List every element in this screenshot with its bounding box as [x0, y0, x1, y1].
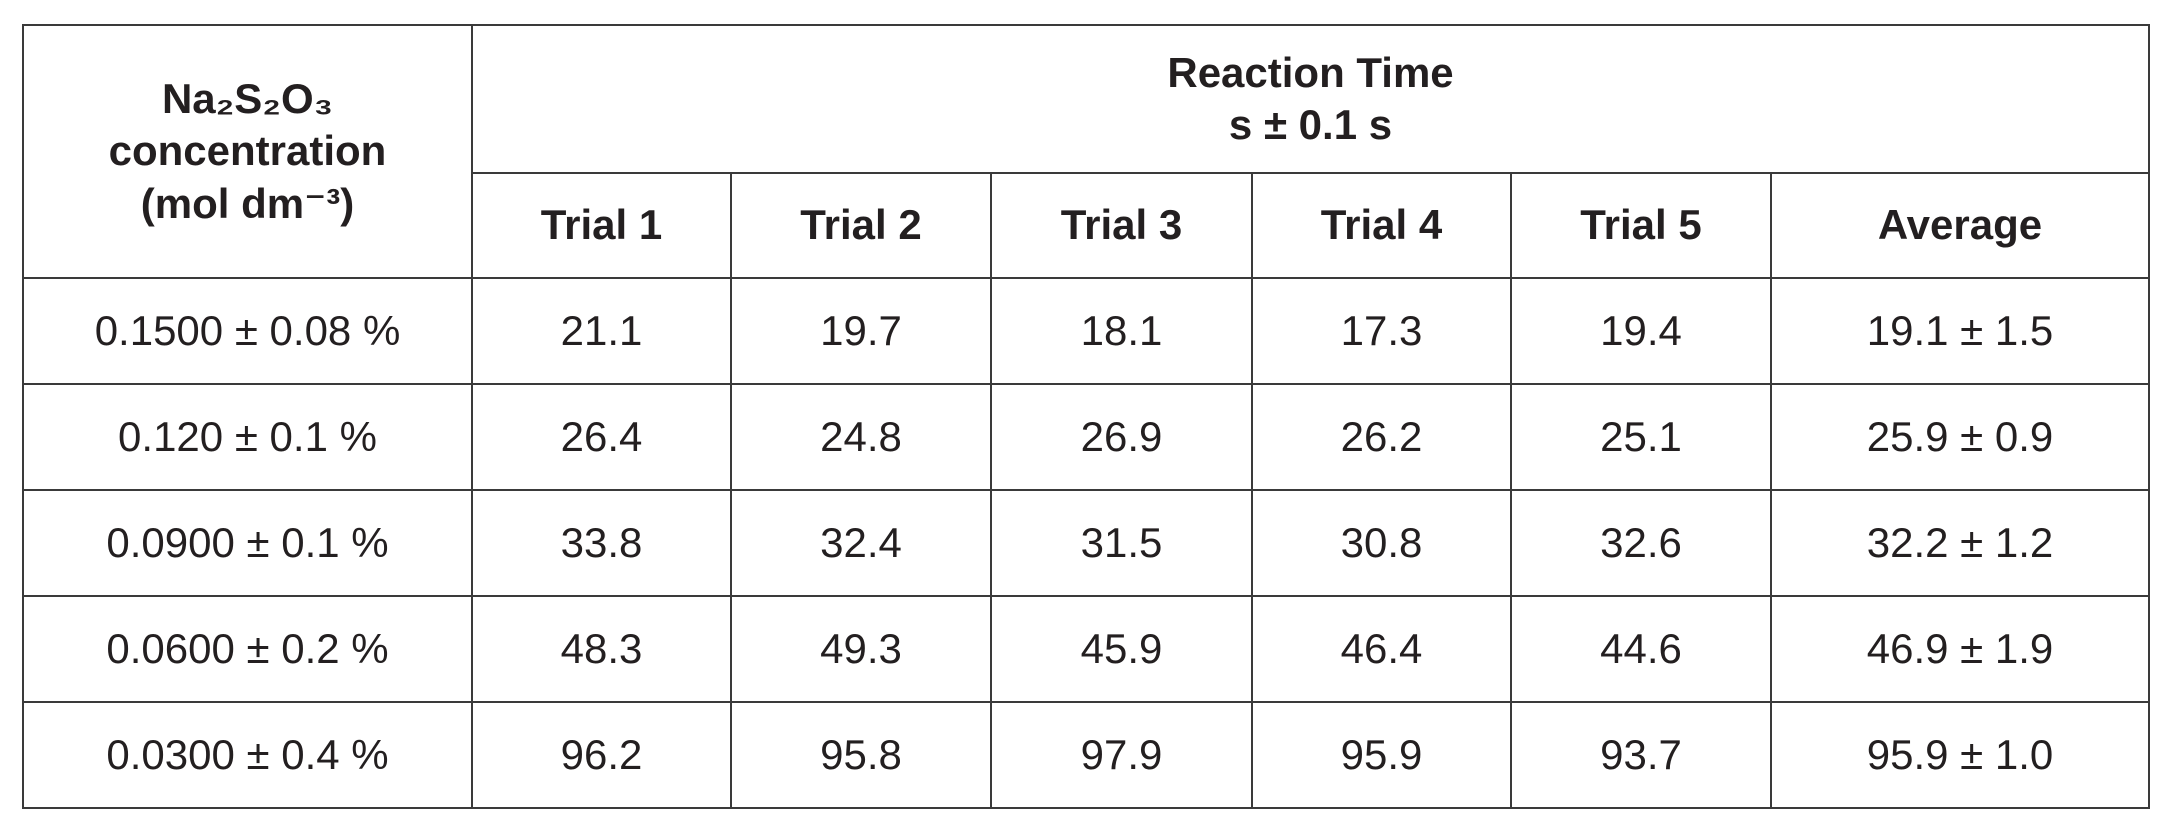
column-header-row: Trial 1 Trial 2 Trial 3 Trial 4 Trial 5 Avera…	[23, 172, 2151, 279]
table-cell: 26.4	[471, 383, 732, 491]
column-header: Trial 3	[990, 172, 1253, 279]
table-cell: 32.4	[730, 489, 992, 597]
table-cell: 49.3	[730, 595, 992, 703]
header-line: (mol dm⁻³)	[140, 179, 355, 227]
header-row: Na₂S₂O₃ concentration (mol dm⁻³) Reaction …	[22, 24, 2151, 279]
table-cell: 45.9	[990, 595, 1253, 703]
table-cell: 17.3	[1251, 277, 1512, 385]
column-header: Average	[1769, 172, 2151, 279]
table-cell: 0.1500 ± 0.08 %	[22, 277, 473, 385]
table-cell: 24.8	[730, 383, 992, 491]
table-cell: 0.0300 ± 0.4 %	[22, 701, 473, 809]
table-cell: 95.9	[1251, 701, 1512, 809]
header-line: concentration	[108, 127, 387, 175]
table-cell: 46.9 ± 1.9	[1769, 595, 2151, 703]
table-cell: 19.1 ± 1.5	[1769, 277, 2151, 385]
column-header: Trial 2	[730, 172, 992, 279]
table-cell: 25.9 ± 0.9	[1769, 383, 2151, 491]
data-table: Na₂S₂O₃ concentration (mol dm⁻³) Reaction …	[22, 24, 2151, 809]
table-cell: 96.2	[471, 701, 732, 809]
table-cell: 21.1	[471, 277, 732, 385]
header-line: s ± 0.1 s	[1228, 101, 1393, 148]
table-cell: 44.6	[1510, 595, 1772, 703]
table-row: 0.1500 ± 0.08 % 21.1 19.7 18.1 17.3 19.4 19.1 …	[22, 277, 2151, 385]
table-row: 0.0600 ± 0.2 % 48.3 49.3 45.9 46.4 44.6 46.9 ±…	[22, 595, 2151, 703]
table-body: 0.1500 ± 0.08 % 21.1 19.7 18.1 17.3 19.4 19.1 …	[22, 277, 2151, 809]
table-row: 0.0300 ± 0.4 % 96.2 95.8 97.9 95.9 93.7 95.9 ±…	[22, 701, 2151, 809]
table-cell: 30.8	[1251, 489, 1512, 597]
table-cell: 26.2	[1251, 383, 1512, 491]
table-cell: 32.6	[1510, 489, 1772, 597]
table-cell: 95.8	[730, 701, 992, 809]
concentration-header: Na₂S₂O₃ concentration (mol dm⁻³)	[22, 24, 473, 279]
table-cell: 97.9	[990, 701, 1253, 809]
table-cell: 19.4	[1510, 277, 1772, 385]
table-cell: 26.9	[990, 383, 1253, 491]
table-cell: 0.120 ± 0.1 %	[22, 383, 473, 491]
table-cell: 48.3	[471, 595, 732, 703]
table-cell: 33.8	[471, 489, 732, 597]
table-cell: 0.0600 ± 0.2 %	[22, 595, 473, 703]
column-header: Trial 1	[471, 172, 732, 279]
table-cell: 46.4	[1251, 595, 1512, 703]
table-cell: 19.7	[730, 277, 992, 385]
table-cell: 18.1	[990, 277, 1253, 385]
header-line: Reaction Time	[1167, 48, 1454, 96]
table-cell: 95.9 ± 1.0	[1769, 701, 2151, 809]
table-cell: 31.5	[990, 489, 1253, 597]
table-cell: 0.0900 ± 0.1 %	[22, 489, 473, 597]
table-cell: 93.7	[1510, 701, 1772, 809]
table-cell: 25.1	[1510, 383, 1772, 491]
reaction-time-header: Reaction Time s ± 0.1 s	[470, 24, 2151, 174]
header-line: Na₂S₂O₃	[161, 74, 334, 122]
column-header: Trial 4	[1251, 172, 1512, 279]
table-row: 0.120 ± 0.1 % 26.4 24.8 26.9 26.2 25.1 25.9 ± …	[22, 383, 2151, 491]
table-row: 0.0900 ± 0.1 % 33.8 32.4 31.5 30.8 32.6 32.2 ±…	[22, 489, 2151, 597]
column-header: Trial 5	[1510, 172, 1772, 279]
table-cell: 32.2 ± 1.2	[1769, 489, 2151, 597]
